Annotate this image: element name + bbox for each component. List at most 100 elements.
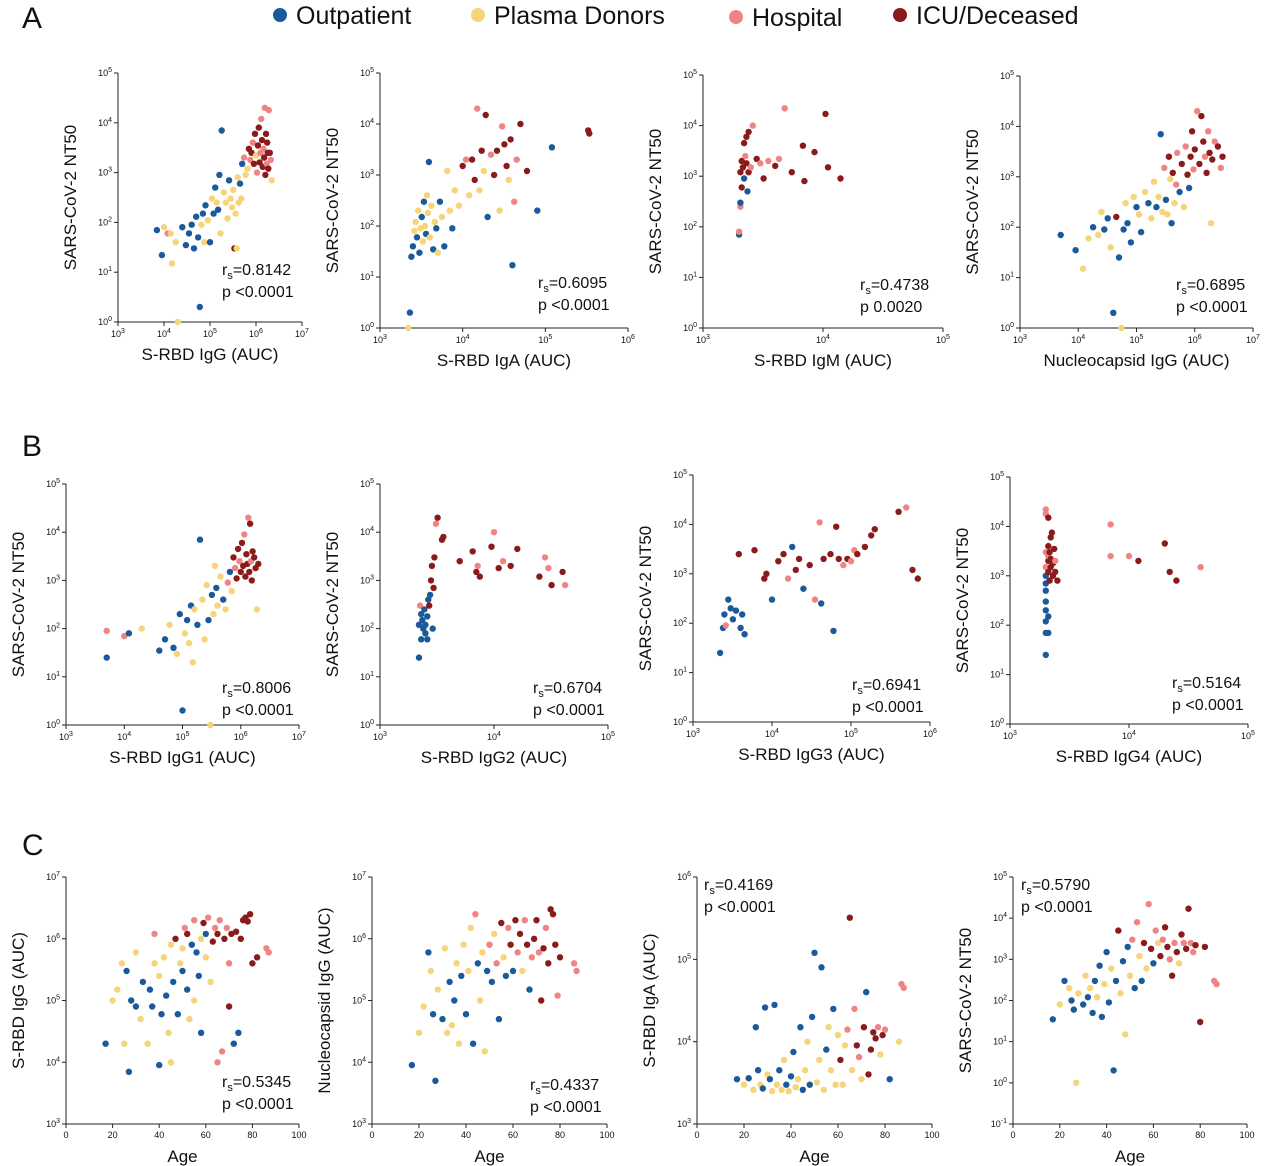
data-point <box>251 130 259 137</box>
data-point <box>472 911 479 918</box>
data-point <box>788 169 795 176</box>
data-point <box>1124 943 1131 951</box>
data-point <box>260 154 268 161</box>
y-axis-title: SARS-CoV-2 NT50 <box>9 532 28 678</box>
data-point <box>405 324 412 332</box>
data-point <box>479 949 486 956</box>
data-points <box>408 906 580 1085</box>
data-point <box>784 575 792 582</box>
x-tick-label: 105 <box>176 731 190 742</box>
data-point <box>721 611 728 618</box>
data-point <box>432 1077 439 1085</box>
data-point <box>197 935 205 942</box>
data-point <box>1125 552 1133 560</box>
data-point <box>1091 977 1099 985</box>
data-point <box>440 533 447 541</box>
data-point <box>757 160 764 167</box>
data-point <box>877 1051 884 1058</box>
data-point <box>1207 220 1215 227</box>
data-point <box>1197 563 1204 571</box>
data-point <box>202 954 209 961</box>
data-point <box>1057 231 1064 239</box>
data-point <box>408 1061 416 1069</box>
data-point <box>216 171 223 179</box>
data-point <box>1087 984 1094 992</box>
data-point <box>523 167 531 175</box>
scatter-panel-11: 0 20 40 60 80 100 103 104 105 106 Age S-RBD IgA (AU… <box>640 871 940 1166</box>
data-point <box>225 177 233 184</box>
data-point <box>505 924 512 932</box>
data-point <box>427 967 434 975</box>
data-point <box>235 1029 242 1037</box>
data-point <box>196 536 204 543</box>
data-point <box>827 550 834 558</box>
data-point <box>818 964 825 971</box>
data-point <box>830 627 837 635</box>
data-point <box>764 1071 771 1078</box>
data-point <box>1154 939 1162 947</box>
data-point <box>121 632 128 640</box>
y-tick-label: 101 <box>993 1036 1007 1047</box>
data-point <box>448 1021 456 1029</box>
data-point <box>176 610 183 618</box>
data-point <box>781 105 788 112</box>
data-point <box>727 605 734 612</box>
scatter-panel-8: 103 104 105 100 101 102 103 104 105 S-RBD IgG4 (A… <box>953 471 1255 766</box>
data-point <box>455 202 463 209</box>
spearman-rs-label: rs=0.4169 <box>704 877 773 897</box>
data-point <box>103 654 110 661</box>
data-point <box>851 1005 858 1013</box>
data-point <box>431 218 438 226</box>
x-tick-label: 104 <box>157 328 171 339</box>
x-tick-label: 20 <box>108 1130 118 1140</box>
data-point <box>903 504 910 511</box>
data-point <box>438 213 446 221</box>
data-point <box>744 188 751 195</box>
data-point <box>1049 1016 1057 1023</box>
data-point <box>1045 542 1052 550</box>
data-point <box>743 160 750 167</box>
data-point <box>458 972 465 980</box>
data-point <box>1171 200 1178 207</box>
data-point <box>146 986 154 993</box>
data-point <box>1213 980 1220 988</box>
data-point <box>735 550 742 558</box>
data-point <box>735 228 743 235</box>
data-point <box>1185 184 1193 192</box>
data-point <box>533 917 540 924</box>
data-point <box>790 1048 797 1056</box>
y-tick-label: 103 <box>990 570 1004 581</box>
y-tick-label: 100 <box>993 1077 1007 1088</box>
data-point <box>416 602 424 609</box>
data-point <box>820 1086 828 1094</box>
data-point <box>1188 128 1196 135</box>
data-point <box>835 555 842 563</box>
data-point <box>502 972 510 980</box>
data-point <box>740 139 748 147</box>
data-point <box>1126 972 1134 979</box>
data-point <box>449 225 456 232</box>
data-point <box>1185 905 1192 912</box>
data-point <box>1089 224 1097 231</box>
data-point <box>118 960 126 967</box>
data-point <box>179 224 186 231</box>
data-point <box>406 309 414 316</box>
data-point <box>467 924 474 932</box>
x-tick-label: 20 <box>1055 1130 1065 1140</box>
data-point <box>827 1067 835 1074</box>
data-point <box>801 1067 809 1074</box>
data-point <box>768 596 776 603</box>
data-point <box>722 622 729 629</box>
data-point <box>1107 552 1114 560</box>
data-point <box>411 227 418 235</box>
data-point <box>1052 568 1059 576</box>
data-point <box>740 1081 748 1088</box>
y-tick-label: 102 <box>360 220 374 231</box>
data-point <box>1140 939 1148 947</box>
data-point <box>847 558 855 565</box>
data-point <box>265 165 272 172</box>
x-tick-label: 103 <box>111 328 125 339</box>
y-tick-label: 103 <box>352 1118 366 1129</box>
data-point <box>1192 942 1199 949</box>
data-point <box>1046 549 1053 556</box>
